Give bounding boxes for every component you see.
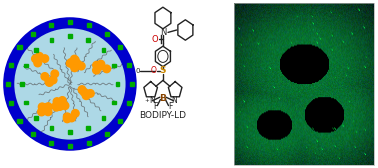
Text: +: + [145,98,149,103]
Bar [17,119,22,123]
Bar [116,82,119,86]
Bar [50,38,53,42]
Bar [9,101,13,105]
Bar [87,126,90,130]
Circle shape [80,88,88,96]
Circle shape [46,79,53,86]
Circle shape [52,102,60,110]
Circle shape [55,100,62,108]
Circle shape [41,55,49,62]
Circle shape [15,29,125,139]
Bar [68,34,72,38]
Circle shape [61,102,69,110]
Bar [34,48,38,52]
Bar [68,144,72,148]
Bar [31,32,35,36]
Text: N: N [160,28,166,37]
Circle shape [45,103,52,110]
Circle shape [45,78,53,86]
Text: BODIPY-LD: BODIPY-LD [139,111,186,120]
Text: 0: 0 [135,68,139,74]
Circle shape [96,63,104,70]
Bar [118,45,122,49]
Circle shape [38,108,45,115]
Circle shape [71,64,78,72]
Bar [34,116,38,120]
Circle shape [67,59,75,66]
Circle shape [64,115,71,123]
Bar [102,116,105,120]
Circle shape [38,103,46,111]
Bar [105,132,108,136]
Text: N: N [149,96,155,105]
Circle shape [67,60,74,67]
Bar [68,130,72,134]
Circle shape [97,60,105,68]
Circle shape [38,108,45,116]
Circle shape [41,104,48,112]
Bar [87,38,90,42]
Circle shape [68,114,75,122]
Bar [118,119,122,123]
Circle shape [53,103,60,111]
Bar [127,101,131,105]
Bar [130,82,134,86]
Bar [31,132,35,136]
Circle shape [50,76,57,84]
Circle shape [44,108,52,116]
Circle shape [82,92,90,99]
Bar [24,64,28,68]
Bar [17,45,22,49]
Circle shape [93,66,100,74]
Circle shape [36,53,43,60]
Bar [9,63,13,67]
Bar [102,48,105,52]
Circle shape [53,98,61,105]
Circle shape [56,103,64,110]
Circle shape [74,60,82,68]
Circle shape [64,113,71,121]
Bar [20,82,24,86]
Bar [127,63,131,67]
Text: O: O [152,34,158,44]
Bar [49,141,53,145]
Circle shape [87,90,94,97]
Bar [50,126,53,130]
Circle shape [71,56,79,64]
Text: B: B [160,94,166,103]
Circle shape [83,90,91,97]
Bar [105,32,108,36]
Text: N: N [171,96,177,105]
Circle shape [51,70,59,78]
Circle shape [103,65,110,73]
Text: S: S [160,66,166,75]
Text: O: O [151,66,156,75]
Circle shape [78,86,86,93]
Circle shape [59,97,66,104]
Circle shape [32,55,39,62]
Bar [112,100,116,104]
Bar [112,64,116,68]
Circle shape [34,59,42,67]
Circle shape [71,55,78,63]
Bar [49,23,53,27]
Circle shape [41,73,49,80]
Bar [68,20,72,24]
Bar [24,100,28,104]
Circle shape [71,110,79,117]
Text: F: F [153,102,158,111]
Text: F: F [168,102,172,111]
Circle shape [93,61,100,69]
Bar [6,82,9,86]
Bar [87,23,91,27]
Circle shape [77,62,85,70]
Bar [87,141,91,145]
